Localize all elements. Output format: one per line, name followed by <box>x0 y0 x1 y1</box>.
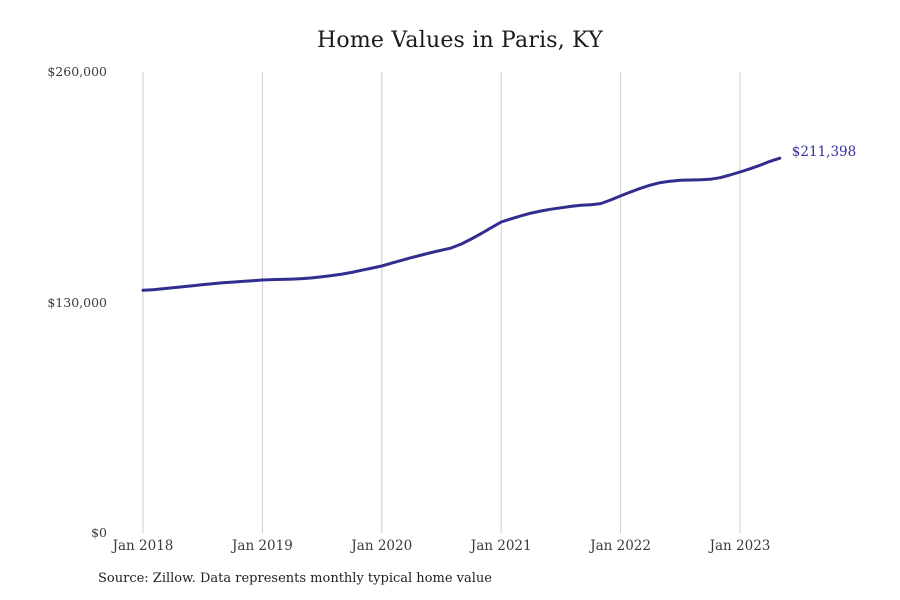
x-tick-label: Jan 2018 <box>112 538 174 554</box>
x-tick-label: Jan 2023 <box>709 538 771 554</box>
end-value-label: $211,398 <box>791 144 857 161</box>
x-tick-label: Jan 2022 <box>590 538 651 554</box>
home-value-line <box>141 156 782 292</box>
x-tick-label: Jan 2020 <box>351 538 413 554</box>
x-tick-label: Jan 2021 <box>470 538 532 554</box>
y-tick-label: $130,000 <box>47 294 107 310</box>
y-tick-label: $260,000 <box>47 64 107 79</box>
chart-title: Home Values in Paris, KY <box>317 28 603 53</box>
x-tick-label: Jan 2019 <box>231 538 293 554</box>
source-note: Source: Zillow. Data represents monthly … <box>98 571 492 586</box>
y-tick-label: $0 <box>91 525 107 540</box>
